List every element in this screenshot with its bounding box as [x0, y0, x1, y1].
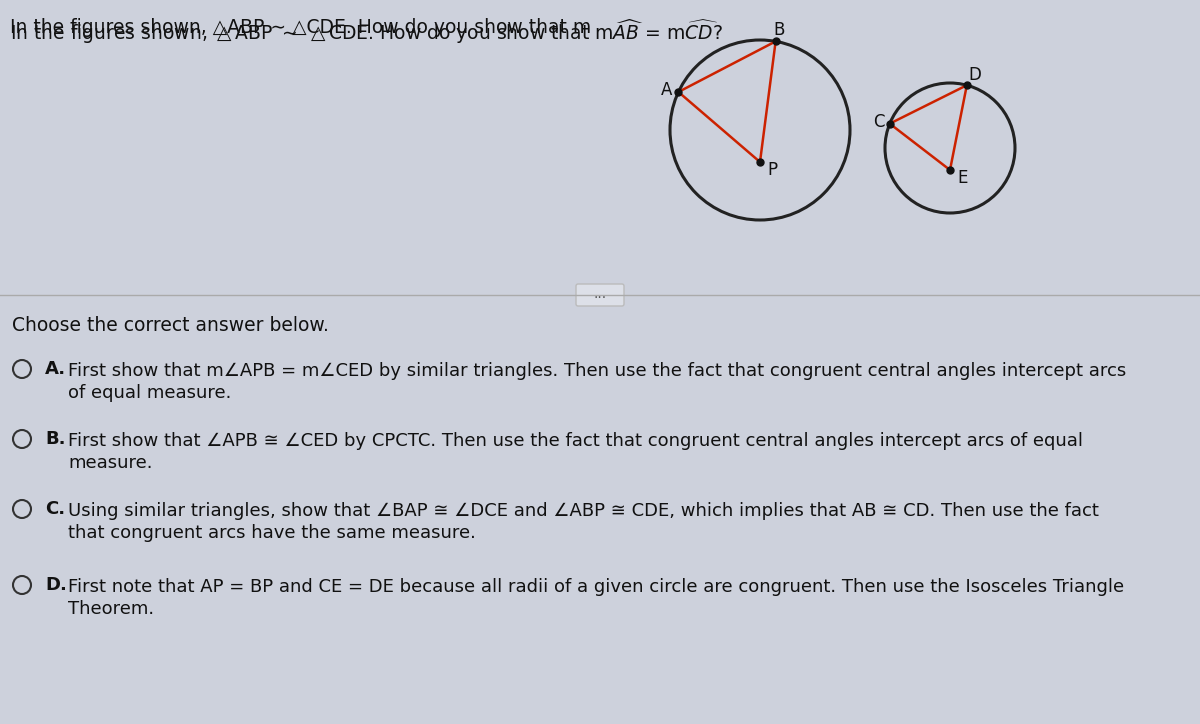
- Text: First show that m∠APB = m∠CED by similar triangles. Then use the fact that congr: First show that m∠APB = m∠CED by similar…: [68, 362, 1127, 380]
- Text: First note that AP = BP and CE = DE because all radii of a given circle are cong: First note that AP = BP and CE = DE beca…: [68, 578, 1124, 596]
- Text: measure.: measure.: [68, 454, 152, 472]
- Text: D.: D.: [46, 576, 67, 594]
- Text: of equal measure.: of equal measure.: [68, 384, 232, 402]
- Text: C.: C.: [46, 500, 65, 518]
- Text: First show that ∠APB ≅ ∠CED by CPCTC. Then use the fact that congruent central a: First show that ∠APB ≅ ∠CED by CPCTC. Th…: [68, 432, 1084, 450]
- Text: ...: ...: [594, 287, 606, 301]
- Text: A.: A.: [46, 360, 66, 378]
- Text: E: E: [958, 169, 968, 187]
- FancyBboxPatch shape: [576, 284, 624, 306]
- Text: P: P: [767, 161, 778, 179]
- Text: B: B: [773, 22, 785, 39]
- Text: C: C: [872, 113, 884, 130]
- Text: Choose the correct answer below.: Choose the correct answer below.: [12, 316, 329, 335]
- Text: B.: B.: [46, 430, 66, 448]
- Text: Using similar triangles, show that ∠BAP ≅ ∠DCE and ∠ABP ≅ CDE, which implies tha: Using similar triangles, show that ∠BAP …: [68, 502, 1099, 520]
- Text: that congruent arcs have the same measure.: that congruent arcs have the same measur…: [68, 524, 476, 542]
- Text: D: D: [968, 66, 982, 84]
- Text: A: A: [661, 81, 672, 99]
- Text: In the figures shown, $\triangle$ABP $\sim$ $\triangle$CDE. How do you show that: In the figures shown, $\triangle$ABP $\s…: [10, 18, 722, 46]
- Text: Theorem.: Theorem.: [68, 600, 154, 618]
- Text: In the figures shown, △ABP ∼ △CDE. How do you show that m: In the figures shown, △ABP ∼ △CDE. How d…: [10, 18, 592, 37]
